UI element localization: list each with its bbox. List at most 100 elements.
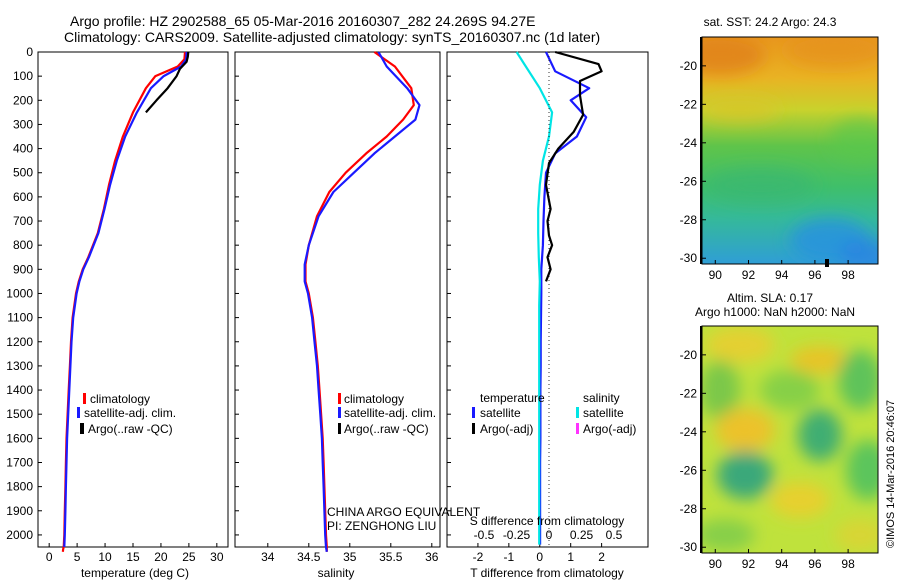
map-y-tick-label: -26 <box>680 174 698 188</box>
depth-tick-label: 700 <box>13 214 33 228</box>
sst-float-marker <box>825 259 829 267</box>
x-tick-label: 10 <box>98 550 112 564</box>
x-tick-label: 2 <box>598 550 605 564</box>
depth-axis: 0 100 200 300 400 500 600 700 800 900 1000 1100 1200… <box>6 45 451 542</box>
legend-swatch-satellite <box>77 407 80 418</box>
series-line-argo-raw-qc- <box>145 51 190 114</box>
x-tick-label: 0 <box>536 550 543 564</box>
depth-tick-label: 800 <box>13 238 33 252</box>
depth-tick-label: 1000 <box>6 286 33 300</box>
x-tick-label: 34.5 <box>297 550 321 564</box>
legend-s-argo: Argo(-adj) <box>583 422 636 436</box>
depth-tick-label: 1700 <box>6 455 33 469</box>
map-y-tick-label: -26 <box>680 463 698 477</box>
series-line-climatology <box>61 51 187 552</box>
legend-s-satellite: satellite <box>583 406 624 420</box>
x-tick-label: 36 <box>425 550 439 564</box>
s-difference-axis-label: S difference from climatology <box>470 514 625 528</box>
temperature-profiles <box>61 51 190 552</box>
map-y-tick-label: -28 <box>680 502 698 516</box>
salinity-axes <box>234 51 441 548</box>
sla-texture <box>702 327 878 551</box>
x-tick-label: 20 <box>154 550 168 564</box>
map-x-tick-label: 90 <box>709 268 723 282</box>
map-y-tick-label: -24 <box>680 425 698 439</box>
x-tick-label: -1 <box>504 550 515 564</box>
sla-map-subtitle: Argo h1000: NaN h2000: NaN <box>695 305 855 319</box>
pi-credit: PI: ZENGHONG LIU <box>327 519 436 533</box>
depth-tick-label: 1300 <box>6 359 33 373</box>
t-difference-x-axis: -2 -1 0 1 2 <box>473 543 605 564</box>
map-x-tick-label: 98 <box>841 268 855 282</box>
legend-swatch-satellite <box>338 407 341 418</box>
legend-satellite: satellite-adj. clim. <box>344 406 436 420</box>
s-diff-tick-label: 0 <box>546 528 553 542</box>
series-line-satellite <box>538 51 591 545</box>
depth-tick-label: 300 <box>13 117 33 131</box>
depth-tick-label: 400 <box>13 142 33 156</box>
map-x-tick-label: 94 <box>775 268 789 282</box>
temperature-legend: climatology satellite-adj. clim. Argo(..… <box>77 392 176 436</box>
depth-tick-label: 600 <box>13 190 33 204</box>
series-line-satellite-adj-clim- <box>303 51 421 552</box>
x-tick-label: 5 <box>74 550 81 564</box>
depth-tick-label: 200 <box>13 93 33 107</box>
difference-profiles <box>515 50 603 545</box>
temperature-x-axis: 0 5 10 15 20 25 30 <box>46 543 224 564</box>
legend-swatch-argo <box>338 423 341 434</box>
s-difference-x-axis: -0.5 -0.25 0 0.25 0.5 <box>474 528 623 542</box>
map-x-tick-label: 98 <box>841 557 855 571</box>
legend-swatch-climatology <box>338 393 341 404</box>
legend-swatch-s-argo <box>576 423 579 434</box>
depth-tick-label: 500 <box>13 166 33 180</box>
sla-map-title: Altim. SLA: 0.17 <box>727 291 813 305</box>
x-tick-label: 30 <box>210 550 224 564</box>
depth-tick-label: 2000 <box>6 528 33 542</box>
legend-climatology: climatology <box>344 392 404 406</box>
legend-salinity-header: salinity <box>583 391 620 405</box>
x-tick-label: -2 <box>473 550 484 564</box>
legend-t-argo: Argo(-adj) <box>480 422 533 436</box>
salinity-profiles <box>303 51 421 552</box>
salinity-legend: climatology satellite-adj. clim. Argo(..… <box>338 392 436 436</box>
map-x-tick-label: 96 <box>808 268 822 282</box>
map-y-tick-label: -24 <box>680 136 698 150</box>
legend-argo: Argo(..raw -QC) <box>344 422 429 436</box>
map-y-tick-label: -20 <box>680 348 698 362</box>
map-y-tick-label: -30 <box>680 540 698 554</box>
map-y-tick-label: -22 <box>680 386 698 400</box>
depth-tick-label: 1100 <box>7 311 33 325</box>
series-line-climatology <box>304 51 415 552</box>
program-credit: CHINA ARGO EQUIVALENT <box>327 505 481 519</box>
series-line-argo-adj- <box>544 50 603 282</box>
climatology-subtitle: Climatology: CARS2009. Satellite-adjuste… <box>64 29 601 45</box>
legend-climatology: climatology <box>90 392 150 406</box>
depth-tick-label: 1800 <box>6 480 33 494</box>
depth-tick-label: 1600 <box>6 431 33 445</box>
map-x-tick-label: 90 <box>709 557 723 571</box>
x-tick-label: 34 <box>261 550 275 564</box>
legend-swatch-argo <box>80 423 84 434</box>
legend-swatch-climatology <box>83 393 86 404</box>
profile-title: Argo profile: HZ 2902588_65 05-Mar-2016 … <box>70 13 536 29</box>
legend-temperature-header: temperature <box>480 391 545 405</box>
map-x-tick-label: 92 <box>742 268 756 282</box>
sla-map-axes: 90 92 94 96 98 -20 -22 -24 -26 -28 -30 <box>680 348 855 571</box>
t-difference-axis-label: T difference from climatology <box>470 566 624 580</box>
legend-swatch-t-satellite <box>472 407 475 418</box>
map-x-tick-label: 94 <box>775 557 789 571</box>
s-diff-tick-label: 0.5 <box>606 528 623 542</box>
series-line-satellite <box>515 51 554 545</box>
x-tick-label: 35.5 <box>379 550 403 564</box>
sst-map-title: sat. SST: 24.2 Argo: 24.3 <box>704 15 837 29</box>
difference-axes <box>446 51 649 548</box>
legend-satellite: satellite-adj. clim. <box>84 406 176 420</box>
timestamp-stamp: ©IMOS 14-Mar-2016 20:46:07 <box>885 400 897 548</box>
s-diff-tick-label: -0.5 <box>474 528 495 542</box>
map-x-tick-label: 96 <box>808 557 822 571</box>
legend-swatch-s-satellite <box>576 407 579 418</box>
s-diff-tick-label: 0.25 <box>570 528 594 542</box>
depth-tick-label: 0 <box>26 45 33 59</box>
sst-map <box>700 36 879 267</box>
map-y-tick-label: -28 <box>680 213 698 227</box>
